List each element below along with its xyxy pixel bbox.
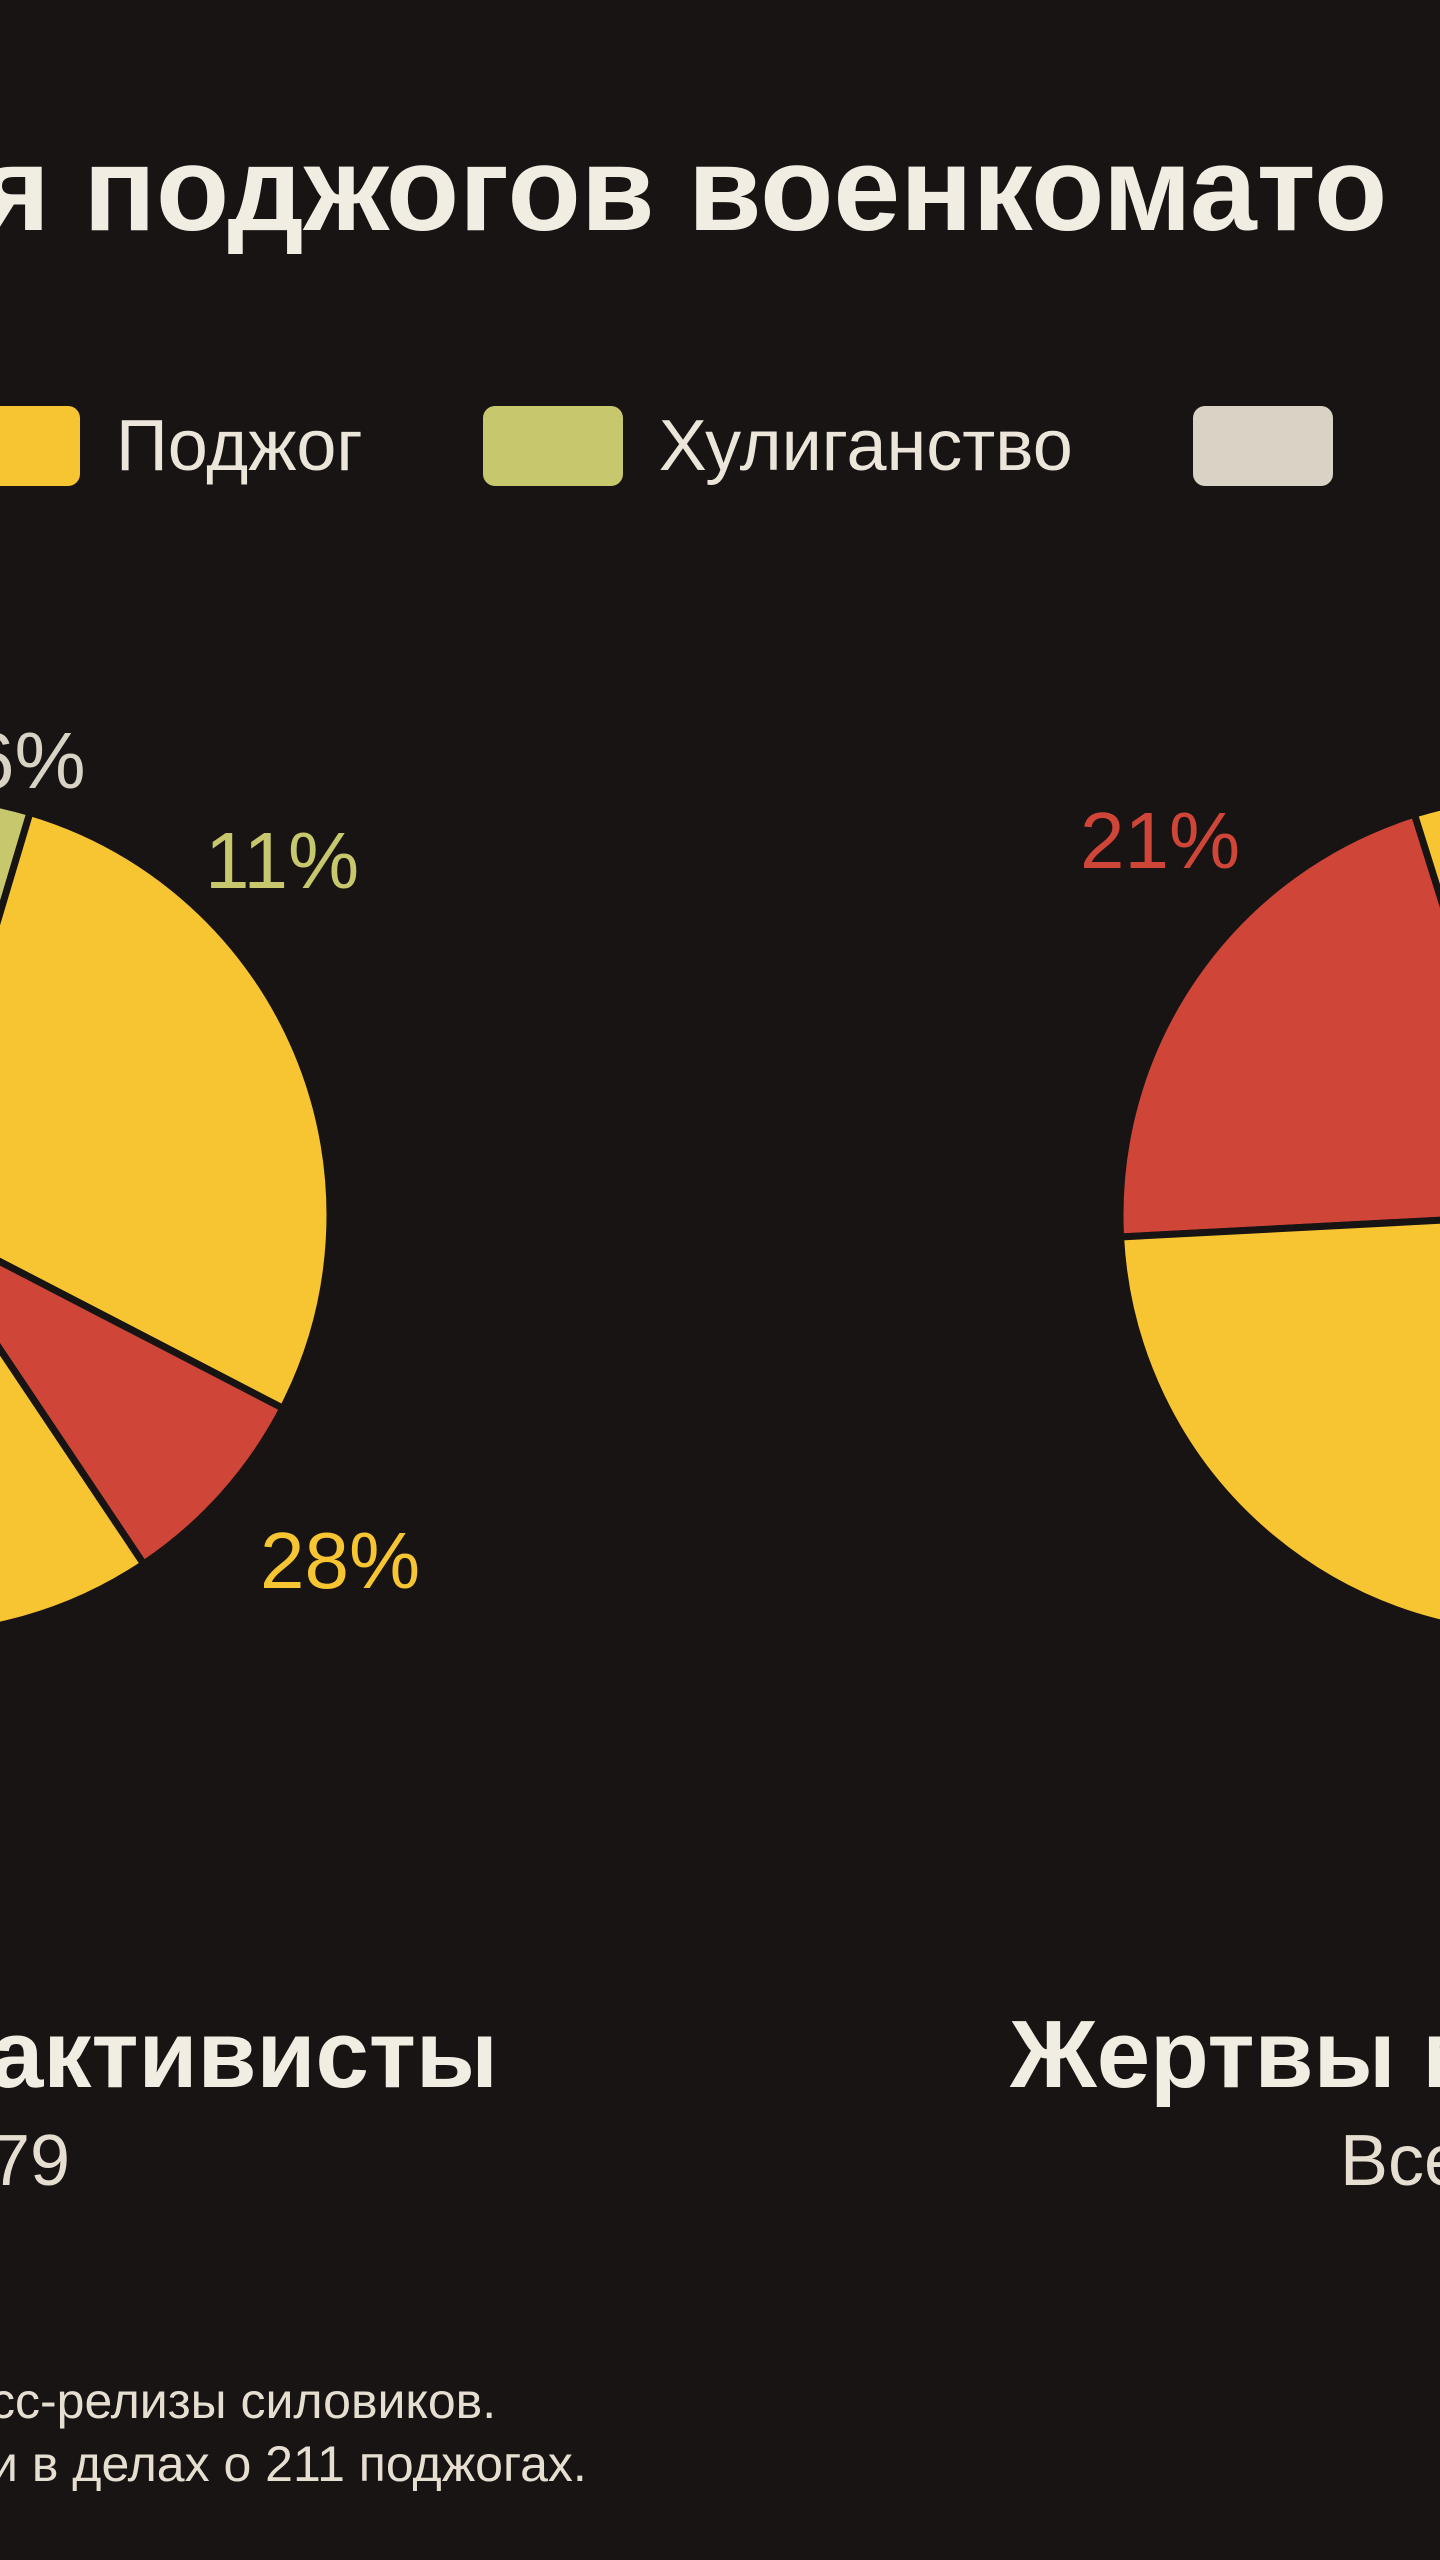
footnote-line: сс-релизы силовиков. bbox=[0, 2370, 587, 2433]
chart_left-slice-label: 6% bbox=[0, 715, 86, 807]
legend: Поджог Хулиганство bbox=[0, 405, 1333, 487]
legend-label: Поджог bbox=[116, 405, 363, 487]
chart-canvas: я поджогов военкомато Поджог Хулиганство 11… bbox=[0, 0, 1440, 2560]
chart_left-title: активисты bbox=[0, 2000, 498, 2110]
footnote-line: и в делах о 211 поджогах. bbox=[0, 2433, 587, 2496]
chart_right-subtitle: Все bbox=[1340, 2120, 1440, 2202]
chart_left-subtitle: 79 bbox=[0, 2120, 70, 2202]
chart_right-title: Жертвы м bbox=[1010, 2000, 1440, 2110]
legend-label: Хулиганство bbox=[659, 405, 1073, 487]
legend-swatch bbox=[0, 406, 80, 486]
legend-item bbox=[1193, 406, 1333, 486]
page-title: я поджогов военкомато bbox=[0, 120, 1387, 258]
legend-swatch bbox=[483, 406, 623, 486]
chart_right-slice-label: 21% bbox=[1080, 795, 1240, 887]
chart_left-slice-label: 28% bbox=[260, 1515, 420, 1607]
chart_left-slice-label: 11% bbox=[205, 815, 359, 907]
footnote: сс-релизы силовиков.и в делах о 211 подж… bbox=[0, 2370, 587, 2495]
chart_left-pie bbox=[0, 789, 336, 1641]
legend-item: Поджог bbox=[0, 405, 363, 487]
chart_right-pie bbox=[1114, 789, 1440, 1641]
legend-item: Хулиганство bbox=[483, 405, 1073, 487]
legend-swatch bbox=[1193, 406, 1333, 486]
